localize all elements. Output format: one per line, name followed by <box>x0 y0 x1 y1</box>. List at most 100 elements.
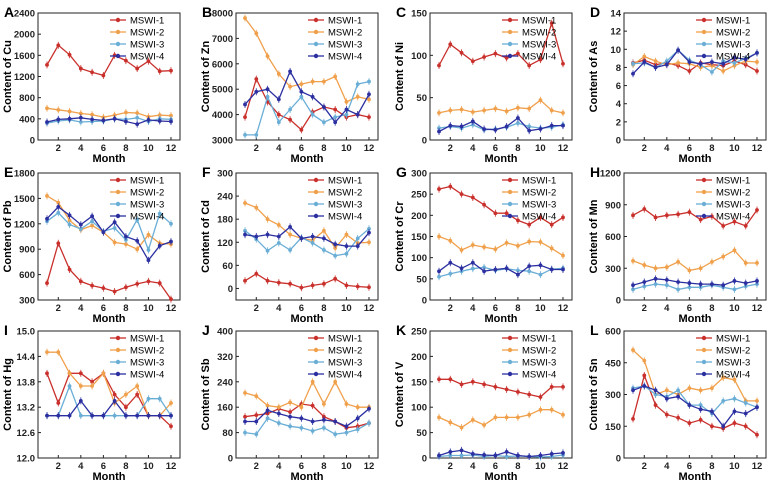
data-point <box>310 283 315 288</box>
x-tick-label: 8 <box>515 303 520 314</box>
x-axis-label: Month <box>291 153 324 165</box>
x-tick-label: 10 <box>535 461 546 472</box>
data-point <box>67 384 72 388</box>
data-point <box>322 425 326 430</box>
data-point <box>288 410 292 414</box>
x-tick-label: 4 <box>78 461 84 472</box>
data-point <box>310 419 315 424</box>
data-point <box>310 94 315 99</box>
series-mswi-3 <box>437 451 565 461</box>
data-point <box>549 222 554 227</box>
data-point <box>124 242 128 247</box>
data-point <box>45 193 49 198</box>
data-point <box>493 247 498 252</box>
data-point <box>310 403 315 408</box>
chart-panel-j: J 0 80 160 240 320 400 2 4 6 8 10 12 Month Content of … <box>200 322 379 482</box>
data-point <box>299 94 304 99</box>
data-point <box>642 384 647 388</box>
data-point <box>265 232 270 237</box>
legend-label: MSWI-2 <box>328 188 362 199</box>
data-point <box>755 398 759 403</box>
y-tick-label: 7000 <box>212 34 233 45</box>
data-point <box>631 213 635 218</box>
plot-frame <box>429 12 573 141</box>
data-point <box>101 73 106 78</box>
data-point <box>333 246 338 250</box>
series-line <box>632 385 758 415</box>
chart-panel-b: B 3000 4000 5000 6000 7000 8000 2 4 6 8 10 12 Month Co… <box>200 4 379 165</box>
data-point <box>642 280 647 284</box>
data-point <box>743 57 748 62</box>
data-point <box>743 224 748 228</box>
series-line <box>438 117 563 133</box>
data-point <box>322 236 326 241</box>
data-point <box>243 419 247 424</box>
legend-label: MSWI-3 <box>130 40 164 51</box>
x-tick-label: 8 <box>123 143 128 154</box>
data-point <box>482 108 486 113</box>
data-point <box>367 79 371 84</box>
data-point <box>355 284 360 289</box>
series-mswi-4 <box>437 259 565 279</box>
data-point <box>112 413 117 418</box>
data-point <box>653 215 658 220</box>
data-point <box>538 127 543 131</box>
x-tick-label: 6 <box>687 143 692 154</box>
series-mswi-2 <box>437 406 565 432</box>
y-tick-label: 4 <box>616 99 622 110</box>
legend-swatch-marker <box>507 53 513 59</box>
series-mswi-1 <box>243 75 371 134</box>
data-point <box>732 279 737 283</box>
x-tick-label: 10 <box>729 143 740 154</box>
data-point <box>732 287 737 292</box>
x-tick-label: 2 <box>642 461 647 472</box>
data-point <box>333 74 338 79</box>
data-point <box>516 415 520 420</box>
data-point <box>288 84 292 89</box>
data-point <box>169 239 173 244</box>
legend-swatch-marker <box>115 189 121 195</box>
data-point <box>459 266 464 271</box>
data-point <box>755 261 759 265</box>
data-point <box>653 388 658 393</box>
data-point <box>755 279 759 283</box>
data-point <box>265 403 270 408</box>
data-point <box>112 289 117 294</box>
data-point <box>78 226 83 231</box>
data-point <box>78 398 83 403</box>
data-point <box>732 219 737 224</box>
legend-swatch-marker <box>115 29 121 35</box>
y-tick-label: 250 <box>411 190 427 201</box>
data-point <box>516 390 520 394</box>
legend-label: MSWI-3 <box>130 200 164 211</box>
data-point <box>721 424 726 429</box>
data-point <box>527 239 532 244</box>
data-point <box>448 271 453 276</box>
data-point <box>448 238 453 243</box>
data-point <box>78 222 83 227</box>
y-tick-label: 200 <box>411 352 427 363</box>
data-point <box>333 379 338 384</box>
y-tick-label: 600 <box>605 327 621 338</box>
y-tick-label: 2400 <box>14 9 35 20</box>
data-point <box>527 454 532 459</box>
data-point <box>333 276 338 281</box>
data-point <box>56 107 61 112</box>
data-point <box>516 121 520 125</box>
data-point <box>676 287 680 292</box>
data-point <box>254 394 259 398</box>
series-mswi-2 <box>631 346 759 405</box>
data-point <box>721 69 726 73</box>
data-point <box>45 350 49 355</box>
series-mswi-3 <box>243 225 371 260</box>
data-point <box>265 248 270 253</box>
data-point <box>755 69 759 73</box>
data-point <box>101 118 106 123</box>
legend-swatch-marker <box>701 177 707 183</box>
data-point <box>254 205 259 210</box>
data-point <box>516 453 520 458</box>
data-point <box>743 281 748 285</box>
data-point <box>755 208 759 212</box>
legend-label: MSWI-1 <box>328 16 362 27</box>
